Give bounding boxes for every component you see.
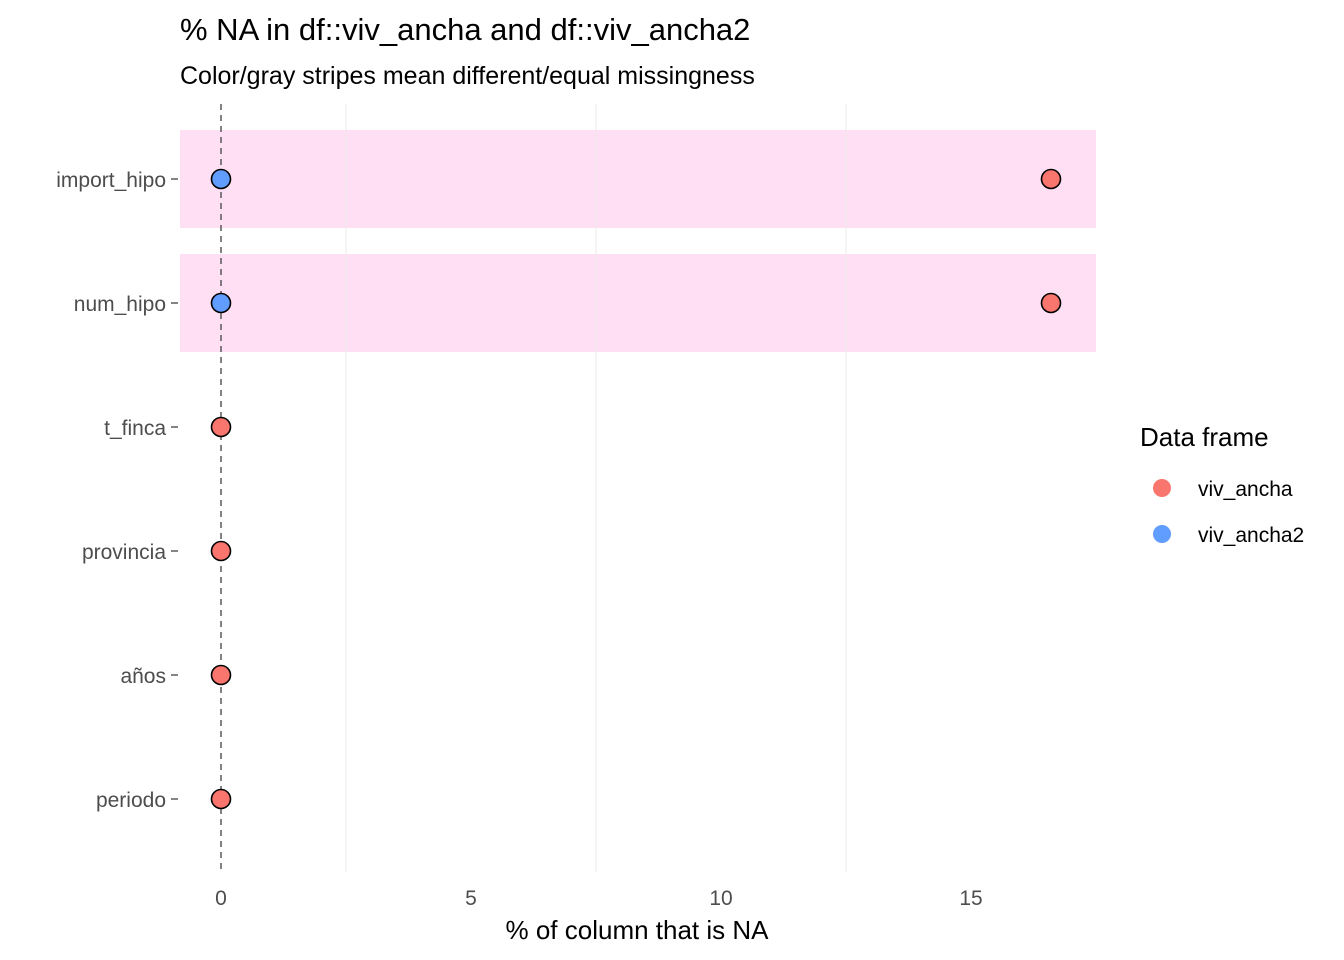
y-tick-label: num_hipo <box>74 293 166 316</box>
y-tick-label: t_finca <box>104 417 166 440</box>
point-viv_ancha2-num_hipo <box>210 292 232 314</box>
y-tick-label: import_hipo <box>56 169 166 192</box>
x-tick-label: 15 <box>959 887 982 910</box>
x-axis: 0 5 10 15 <box>215 887 983 910</box>
point-viv_ancha-num_hipo <box>1040 292 1062 314</box>
point-viv_ancha-provincia <box>210 540 232 562</box>
point-viv_ancha-t_finca <box>210 416 232 438</box>
x-tick-label: 10 <box>709 887 732 910</box>
legend-key-viv_ancha2 <box>1153 525 1171 543</box>
legend-label-viv_ancha: viv_ancha <box>1198 478 1293 501</box>
x-tick-label: 0 <box>215 887 227 910</box>
x-tick-label: 5 <box>465 887 477 910</box>
y-tick-label: periodo <box>96 789 166 812</box>
y-axis: import_hipo num_hipo t_finca provincia años p… <box>56 169 178 812</box>
chart-subtitle: Color/gray stripes mean different/equal … <box>180 62 755 90</box>
points-layer <box>210 168 1062 810</box>
stripe-num_hipo <box>180 254 1096 352</box>
y-tick-label: provincia <box>82 541 166 564</box>
x-axis-title: % of column that is NA <box>506 915 770 945</box>
legend: Data frame viv_ancha viv_ancha2 <box>1140 422 1304 547</box>
y-tick-label: años <box>120 665 166 688</box>
chart-title: % NA in df::viv_ancha and df::viv_ancha2 <box>180 12 750 47</box>
legend-key-viv_ancha <box>1153 479 1171 497</box>
point-viv_ancha-años <box>210 664 232 686</box>
legend-title: Data frame <box>1140 422 1269 452</box>
point-viv_ancha-periodo <box>210 788 232 810</box>
point-viv_ancha-import_hipo <box>1040 168 1062 190</box>
stripe-import_hipo <box>180 130 1096 228</box>
point-viv_ancha2-import_hipo <box>210 168 232 190</box>
legend-label-viv_ancha2: viv_ancha2 <box>1198 524 1304 547</box>
stripes-layer <box>180 130 1096 352</box>
grid-layer <box>345 104 847 872</box>
